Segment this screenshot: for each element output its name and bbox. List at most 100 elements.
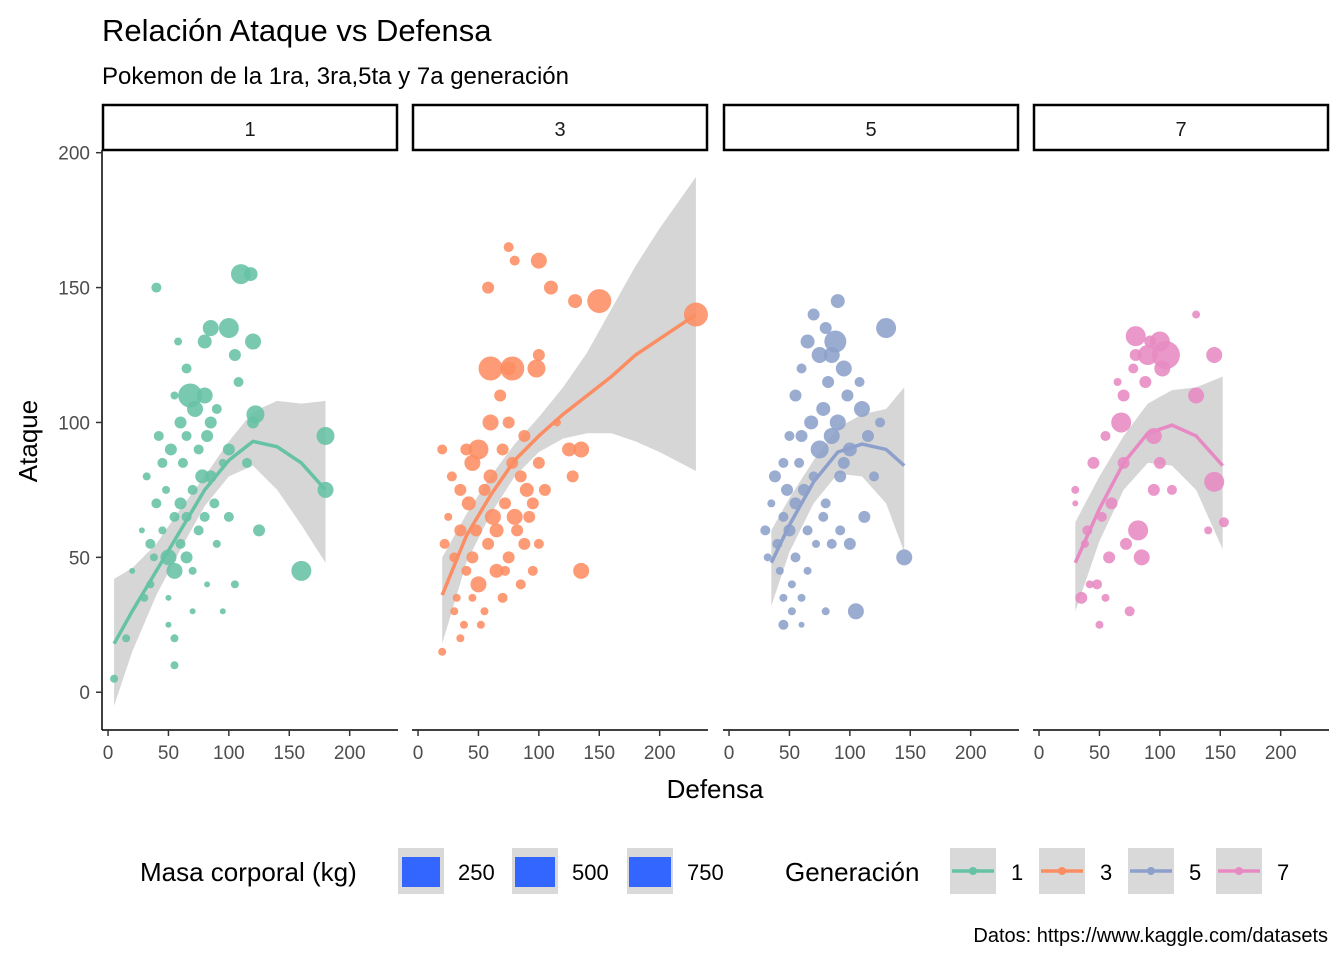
facet-strip-label: 1 bbox=[244, 119, 255, 141]
data-point bbox=[170, 634, 179, 643]
legend-size-key: 500 bbox=[512, 848, 609, 894]
data-point bbox=[812, 539, 821, 548]
data-point bbox=[790, 552, 801, 563]
data-point bbox=[573, 441, 590, 458]
data-point bbox=[538, 483, 551, 496]
data-point bbox=[187, 484, 198, 495]
y-axis-title: Ataque bbox=[13, 400, 43, 482]
data-point bbox=[768, 470, 781, 483]
y-tick-label: 0 bbox=[79, 683, 90, 704]
facet-strip bbox=[411, 103, 709, 152]
data-point bbox=[496, 443, 509, 456]
x-tick-label: 150 bbox=[273, 743, 305, 764]
data-point bbox=[518, 537, 531, 550]
data-point bbox=[211, 403, 222, 414]
data-point bbox=[174, 337, 183, 346]
x-tick-label: 50 bbox=[158, 743, 179, 764]
data-point bbox=[461, 496, 476, 511]
data-point bbox=[291, 560, 312, 581]
data-point bbox=[568, 294, 583, 309]
data-point bbox=[779, 593, 788, 602]
data-point bbox=[438, 647, 447, 656]
data-point bbox=[468, 439, 489, 460]
legend-color-keys: 1 3 5 7 bbox=[950, 848, 1289, 894]
x-tick-label: 0 bbox=[724, 743, 735, 764]
data-point bbox=[796, 363, 807, 374]
data-point bbox=[219, 608, 226, 615]
data-point bbox=[1139, 376, 1152, 388]
data-point bbox=[803, 566, 812, 575]
data-point bbox=[201, 429, 214, 442]
x-axis: 0 50 100 150 200 bbox=[723, 729, 1019, 764]
data-point bbox=[1085, 580, 1094, 589]
data-point bbox=[778, 511, 789, 522]
legend-size-swatch bbox=[629, 857, 671, 887]
data-point bbox=[847, 603, 864, 620]
y-tick-label: 50 bbox=[69, 548, 90, 569]
data-point bbox=[1204, 526, 1213, 535]
data-point bbox=[767, 499, 776, 508]
data-point bbox=[841, 389, 854, 402]
data-point bbox=[456, 634, 465, 643]
data-point bbox=[188, 566, 197, 575]
data-point bbox=[223, 511, 234, 522]
data-point bbox=[153, 430, 164, 441]
legend-color-point bbox=[1058, 867, 1066, 875]
data-point bbox=[187, 400, 204, 417]
legend-size-key: 250 bbox=[398, 848, 495, 894]
legend-size-keys: 250 500 750 bbox=[398, 848, 724, 894]
facet-strip bbox=[1032, 103, 1330, 152]
data-point bbox=[876, 318, 897, 339]
data-point bbox=[1188, 387, 1205, 404]
data-point bbox=[1092, 579, 1103, 590]
data-point bbox=[165, 621, 172, 628]
data-point bbox=[149, 553, 158, 562]
data-point bbox=[158, 526, 167, 535]
data-point bbox=[503, 242, 514, 253]
data-point bbox=[484, 508, 501, 525]
data-point bbox=[526, 497, 539, 510]
facet-strip-label: 7 bbox=[1175, 119, 1186, 141]
data-point bbox=[830, 294, 845, 309]
data-point bbox=[587, 289, 612, 314]
data-point bbox=[197, 334, 212, 349]
data-point bbox=[450, 607, 459, 616]
data-point bbox=[218, 318, 239, 339]
legend-color-label: 5 bbox=[1189, 860, 1201, 885]
data-point bbox=[166, 562, 183, 579]
legend-color-point bbox=[1235, 867, 1243, 875]
data-point bbox=[797, 593, 806, 602]
data-point bbox=[1120, 537, 1133, 550]
data-point bbox=[193, 525, 204, 536]
facet-strip-label: 3 bbox=[554, 119, 565, 141]
x-axis: 0 50 100 150 200 bbox=[1033, 729, 1329, 764]
data-point bbox=[515, 579, 526, 590]
data-point bbox=[164, 443, 177, 456]
x-tick-label: 0 bbox=[103, 743, 114, 764]
x-tick-label: 200 bbox=[644, 743, 676, 764]
data-point bbox=[829, 414, 846, 431]
data-point bbox=[195, 469, 210, 484]
y-tick-label: 150 bbox=[58, 279, 90, 300]
data-point bbox=[241, 457, 252, 468]
data-point bbox=[810, 440, 829, 459]
data-point bbox=[1096, 511, 1107, 522]
data-point bbox=[199, 511, 210, 522]
data-point bbox=[468, 593, 477, 602]
data-point bbox=[1128, 363, 1139, 374]
legend-color-point bbox=[969, 867, 977, 875]
data-point bbox=[811, 347, 828, 364]
data-point bbox=[787, 607, 796, 616]
legend-color-label: 7 bbox=[1277, 860, 1289, 885]
legend-size-swatch bbox=[402, 857, 440, 887]
data-point bbox=[489, 563, 504, 578]
legend-size-swatch bbox=[515, 857, 555, 887]
data-point bbox=[437, 444, 448, 455]
smooth-line bbox=[769, 442, 906, 564]
data-point bbox=[175, 538, 186, 549]
legend-size-key: 750 bbox=[627, 848, 724, 894]
facet-strip bbox=[722, 103, 1020, 152]
data-point bbox=[1133, 549, 1150, 566]
data-point bbox=[180, 551, 193, 564]
